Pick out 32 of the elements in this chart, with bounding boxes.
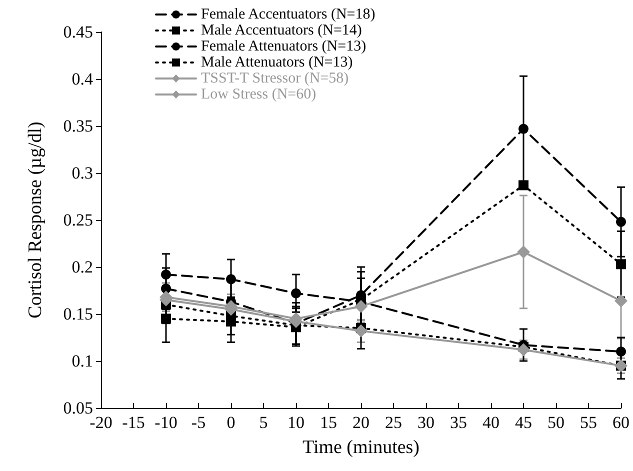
y-tick-label: 0.15 (63, 304, 93, 324)
x-tick-label: 55 (580, 413, 597, 432)
x-tick-label: 5 (259, 413, 268, 432)
x-tick-label: 45 (515, 413, 532, 432)
x-tick-label: 0 (226, 413, 236, 432)
legend-label: TSST-T Stressor (N=58) (201, 70, 349, 86)
x-tick-label: 35 (450, 413, 467, 432)
x-tick-label: -15 (122, 413, 145, 432)
x-axis-title: Time (minutes) (302, 437, 420, 458)
y-tick-label: 0.3 (72, 164, 93, 182)
x-tick-label: 60 (612, 413, 630, 432)
legend-label: Male Accentuators (N=14) (201, 22, 362, 38)
y-tick-label: 0.1 (72, 352, 93, 370)
x-tick-label: -5 (191, 413, 206, 432)
y-tick-label: 0.35 (63, 116, 93, 136)
x-tick-label: 40 (482, 413, 500, 432)
y-axis-title: Cortisol Response (µg/dl) (25, 122, 46, 318)
x-tick-label: 30 (418, 413, 434, 432)
x-tick-label: 20 (352, 413, 370, 432)
y-tick-label: 0.25 (63, 210, 93, 230)
x-tick-label: -10 (154, 413, 178, 432)
y-tick-label: 0.2 (72, 258, 93, 276)
legend-label: Female Accentuators (N=18) (201, 6, 376, 22)
legend-label: Female Attenuators (N=13) (201, 38, 366, 54)
legend-label: Low Stress (N=60) (201, 86, 316, 102)
y-tick-label: 0.4 (72, 70, 94, 88)
x-tick-label: 15 (320, 413, 337, 432)
x-tick-label: 25 (385, 413, 402, 432)
x-tick-label: 10 (288, 413, 304, 432)
legend-label: Male Attenuators (N=13) (201, 54, 353, 70)
y-tick-label: 0.45 (63, 22, 93, 42)
x-tick-label: 50 (548, 413, 564, 432)
